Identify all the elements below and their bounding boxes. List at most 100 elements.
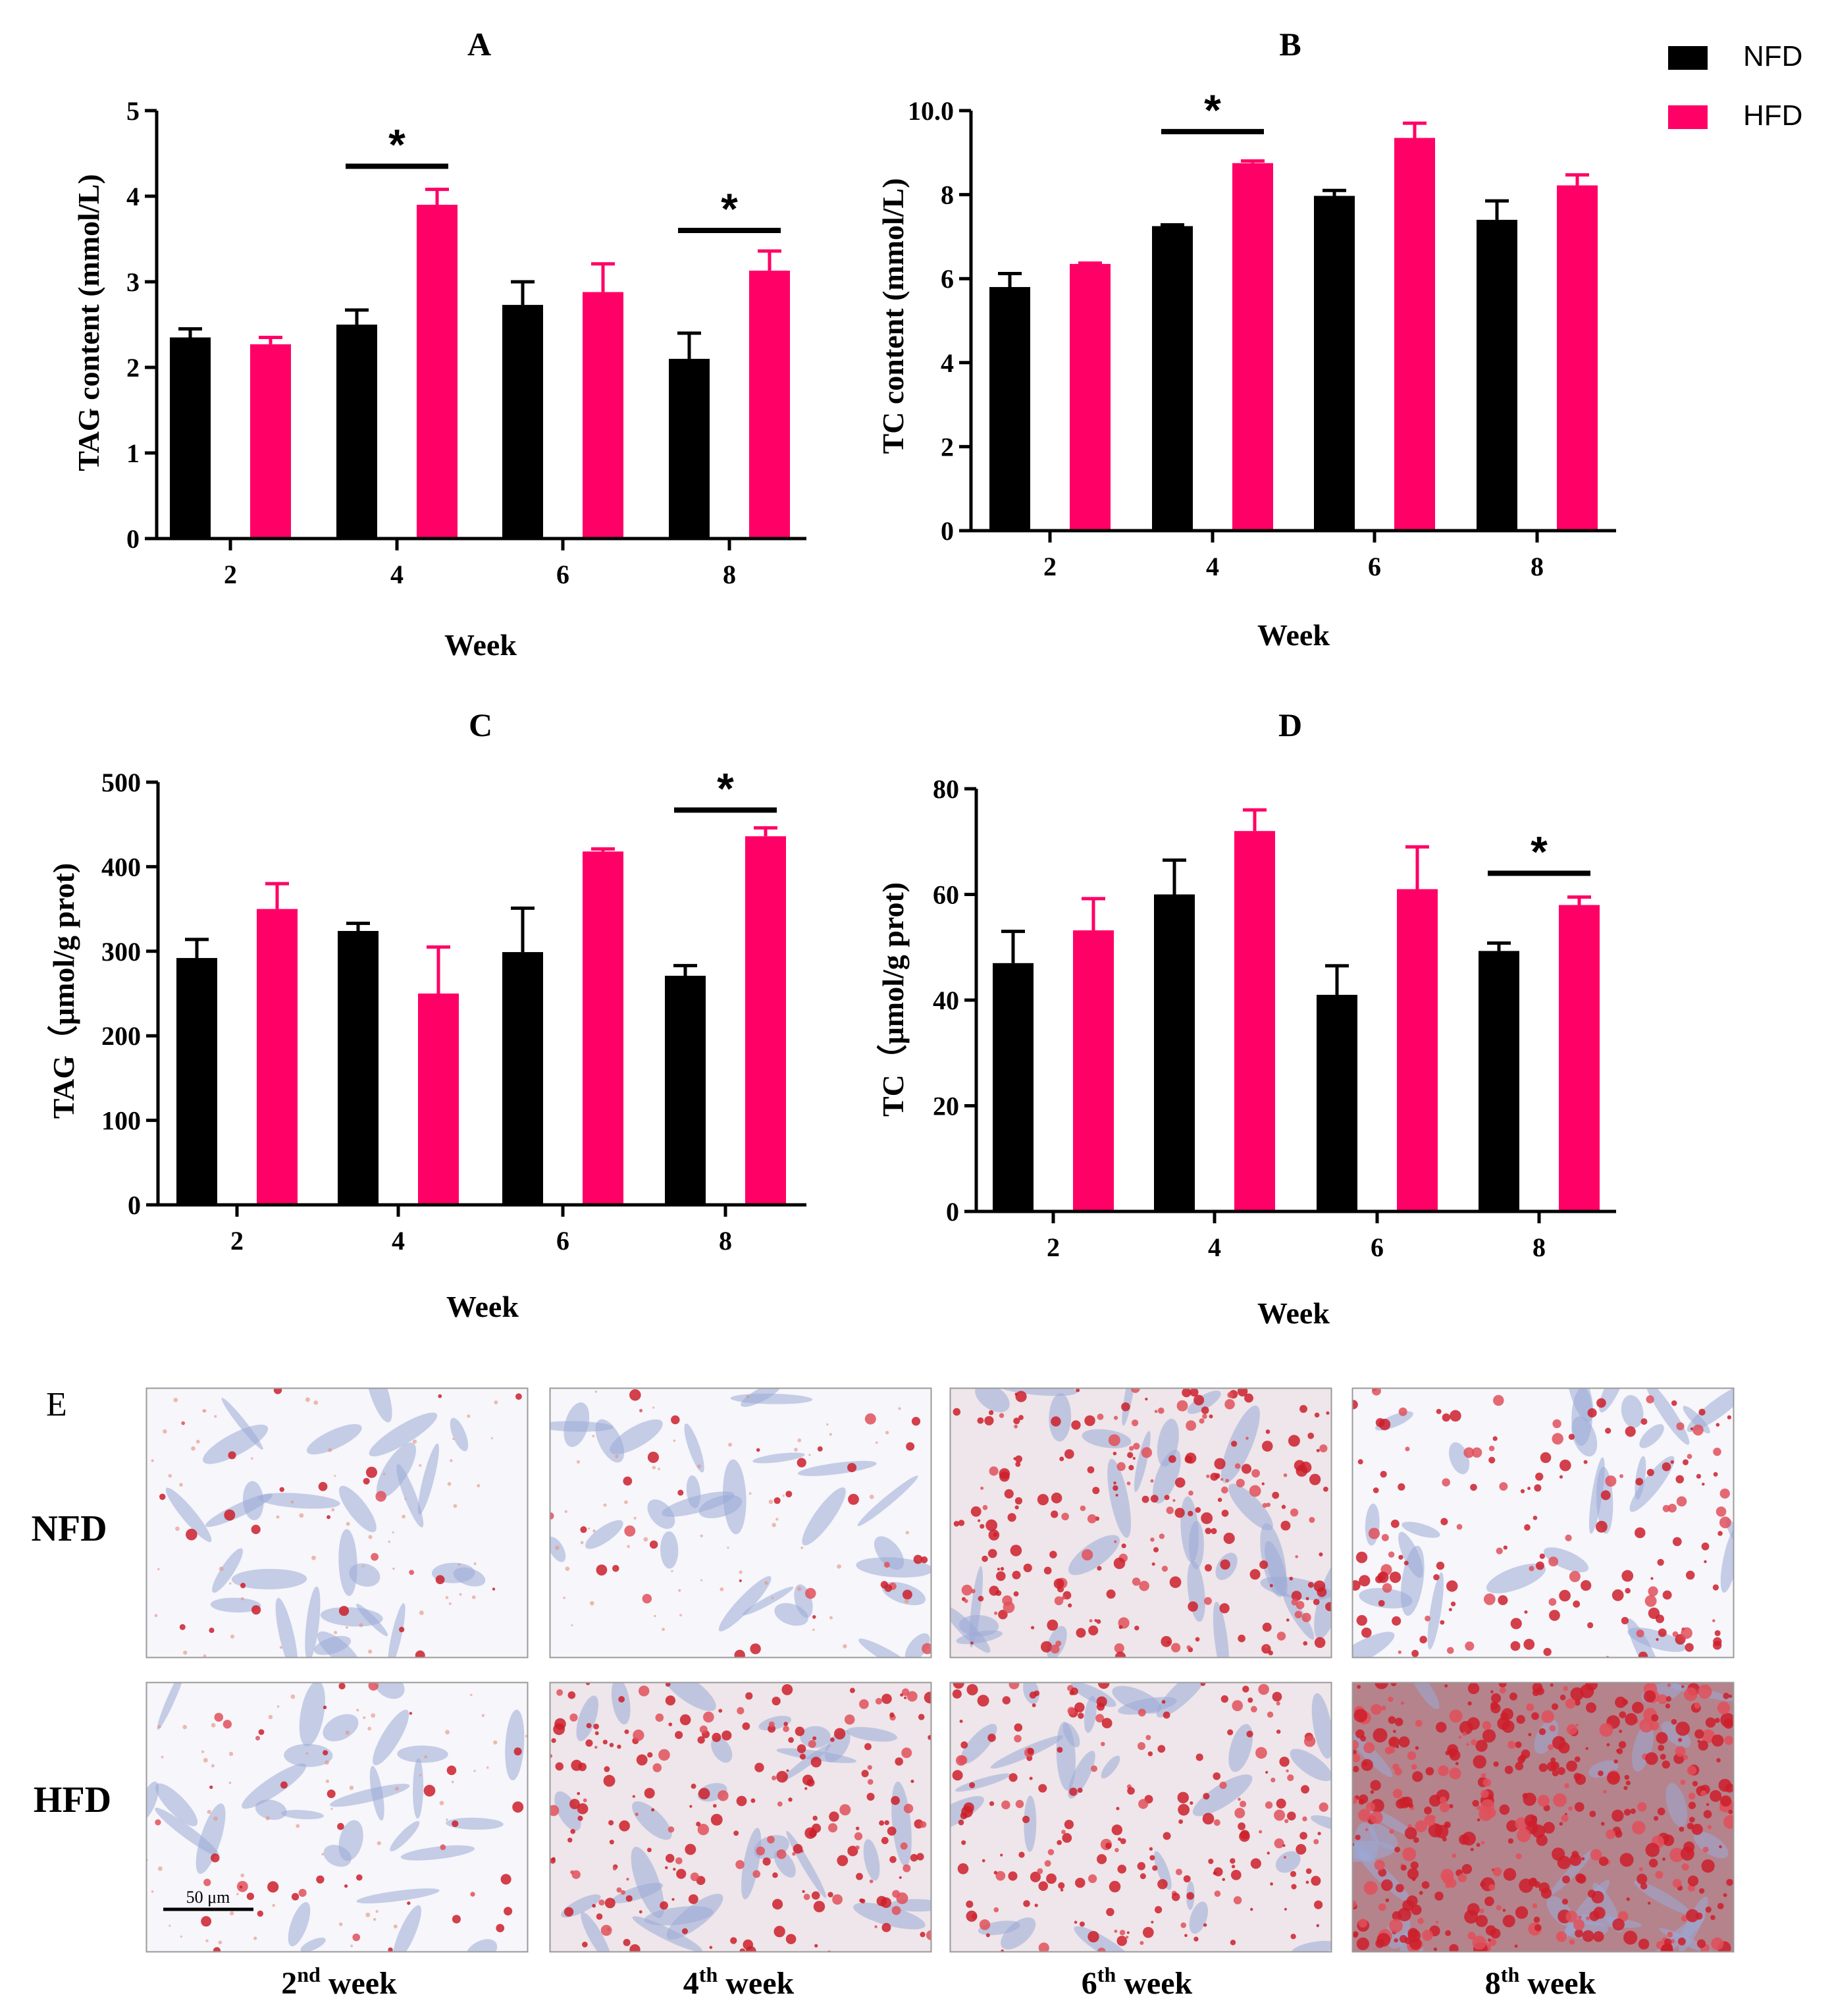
panel-d-x-tick-label: 2 (1047, 1233, 1060, 1262)
panel-d-y-tick-label: 80 (933, 774, 959, 804)
panel-c-x-tick-label: 2 (230, 1226, 244, 1256)
panel-e: E NFD HFD 50 μm 2nd week 4th week 6th week… (31, 1386, 1735, 2001)
panel-b-significance-star: * (1204, 86, 1221, 134)
panel-d-x-tick-label: 8 (1533, 1233, 1546, 1262)
panel-b-error-nfd-week-6 (1323, 188, 1346, 196)
panel-b: B 0 2 4 6 8 10.0 2 4 6 8 * Week TC content (mmol/L… (876, 26, 1616, 652)
panel-d-error-nfd-week-8 (1487, 941, 1511, 951)
panel-a-x-tick-label: 6 (556, 560, 569, 589)
micrograph-frame (949, 1387, 1332, 1658)
panel-b-y-title: TC content (mmol/L) (876, 178, 910, 454)
panel-a-significance-star: * (388, 120, 406, 169)
panel-a-error-nfd-week-4 (345, 308, 369, 325)
panel-a-x-tick-label: 2 (224, 560, 237, 589)
panel-b-y-tick-label: 8 (941, 180, 954, 210)
panel-d-significance-star: * (1531, 827, 1548, 876)
panel-d: D 0 20 40 60 80 2 4 6 8 * Week TC（μmol/g prot) (876, 706, 1616, 1330)
row-label-hfd: HFD (34, 1780, 111, 1820)
column-label-week-8: 8th week (1485, 1963, 1596, 2001)
panel-d-x-tick-label: 4 (1208, 1233, 1221, 1262)
legend-label-nfd: NFD (1743, 40, 1802, 72)
panel-d-bar-hfd-week-4 (1234, 831, 1275, 1211)
panel-c-bar-hfd-week-8 (745, 836, 786, 1205)
panel-a-x-tick-label: 8 (723, 560, 736, 589)
panel-a-error-hfd-week-2 (259, 336, 282, 344)
micrograph-grid (145, 1387, 1735, 1953)
panel-a-significance-star: * (721, 184, 738, 233)
column-label-week-6: 6th week (1082, 1963, 1193, 2001)
panel-b-x-tick-label: 8 (1531, 552, 1544, 581)
panel-a-letter: A (467, 26, 491, 63)
panel-d-bar-hfd-week-8 (1559, 905, 1600, 1211)
panel-a-y-tick-label: 3 (126, 267, 140, 297)
panel-c-bar-nfd-week-8 (665, 976, 706, 1205)
panel-c-bar-hfd-week-2 (257, 909, 298, 1205)
panel-b-bar-hfd-week-6 (1394, 138, 1435, 531)
panel-b-y-tick-label: 10.0 (908, 96, 954, 126)
legend-swatch-hfd (1668, 105, 1708, 129)
column-label-week-4: 4th week (683, 1963, 795, 2001)
panel-a: A 0 1 2 3 4 5 2 4 6 8 * * Week TAG content (mmol/L) (72, 26, 806, 662)
panel-b-x-tick-label: 4 (1206, 552, 1219, 581)
micrograph-frame (549, 1387, 932, 1658)
panel-d-bar-nfd-week-2 (993, 963, 1034, 1211)
panel-b-axes (969, 111, 1616, 533)
panel-d-y-tick-label: 60 (933, 880, 959, 910)
panel-d-error-nfd-week-4 (1163, 858, 1186, 895)
panel-c-y-tick-label: 200 (101, 1021, 141, 1051)
panel-d-x-title: Week (1257, 1296, 1330, 1330)
panel-b-y-tick-label: 0 (941, 516, 954, 546)
panel-a-error-hfd-week-8 (758, 249, 781, 271)
panel-a-y-title: TAG content (mmol/L) (72, 174, 105, 471)
panel-c-x-tick-label: 6 (556, 1226, 569, 1256)
panel-a-error-nfd-week-8 (677, 331, 701, 359)
panel-c-y-tick-label: 500 (101, 768, 141, 797)
panel-c-error-nfd-week-6 (511, 906, 535, 953)
panel-a-bar-nfd-week-4 (336, 325, 377, 539)
panel-b-x-tick-label: 2 (1043, 552, 1057, 581)
row-label-nfd: NFD (31, 1508, 107, 1549)
micrograph-frame (1351, 1387, 1735, 1658)
panel-b-y-tick-label: 6 (941, 264, 954, 294)
panel-d-error-hfd-week-2 (1082, 897, 1105, 931)
panel-c-error-nfd-week-4 (346, 921, 370, 931)
panel-b-bar-nfd-week-2 (989, 286, 1030, 531)
panel-c-x-tick-label: 8 (719, 1226, 732, 1256)
panel-a-error-hfd-week-4 (425, 188, 449, 205)
scale-bar-label: 50 μm (186, 1888, 230, 1907)
micrograph-nfd-week-4 (549, 1387, 932, 1658)
column-label-week-2: 2nd week (281, 1963, 397, 2001)
panel-a-bar-nfd-week-2 (170, 337, 211, 539)
panel-b-error-hfd-week-2 (1078, 261, 1102, 265)
panel-c-error-hfd-week-2 (265, 882, 289, 909)
micrograph-hfd-week-4 (549, 1682, 932, 1953)
panel-c-letter: C (469, 706, 492, 743)
panel-b-error-hfd-week-8 (1565, 173, 1589, 186)
panel-d-error-hfd-week-8 (1567, 895, 1591, 905)
scale-bar: 50 μm (163, 1888, 253, 1911)
panel-c-x-title: Week (446, 1290, 519, 1323)
panel-d-bar-nfd-week-4 (1154, 894, 1195, 1211)
panel-c-bar-hfd-week-6 (583, 851, 623, 1205)
panel-a-y-tick-label: 0 (126, 524, 140, 554)
panel-b-bar-nfd-week-6 (1314, 196, 1355, 531)
panel-d-y-tick-label: 40 (933, 986, 959, 1015)
legend: NFD HFD (1668, 40, 1802, 132)
panel-d-y-tick-label: 20 (933, 1092, 959, 1121)
panel-b-error-nfd-week-8 (1485, 199, 1509, 220)
panel-d-error-nfd-week-6 (1325, 964, 1349, 995)
panel-d-bar-hfd-week-2 (1073, 930, 1114, 1211)
panel-b-bar-hfd-week-4 (1232, 163, 1273, 531)
panel-a-bar-hfd-week-6 (583, 292, 623, 539)
micrograph-frame (1351, 1682, 1735, 1953)
panel-d-bar-nfd-week-8 (1479, 951, 1519, 1211)
legend-swatch-nfd (1668, 46, 1708, 70)
column-labels: 2nd week 4th week 6th week 8th week (281, 1963, 1596, 2001)
panel-c: C 0 100 200 300 400 500 2 4 6 8 * Week TAG（μmol/g … (47, 706, 806, 1323)
micrograph-frame (549, 1682, 932, 1953)
panel-a-error-hfd-week-6 (591, 262, 615, 292)
panel-c-error-hfd-week-4 (427, 945, 450, 994)
panel-d-letter: D (1278, 706, 1302, 743)
panel-c-x-tick-label: 4 (392, 1226, 405, 1256)
